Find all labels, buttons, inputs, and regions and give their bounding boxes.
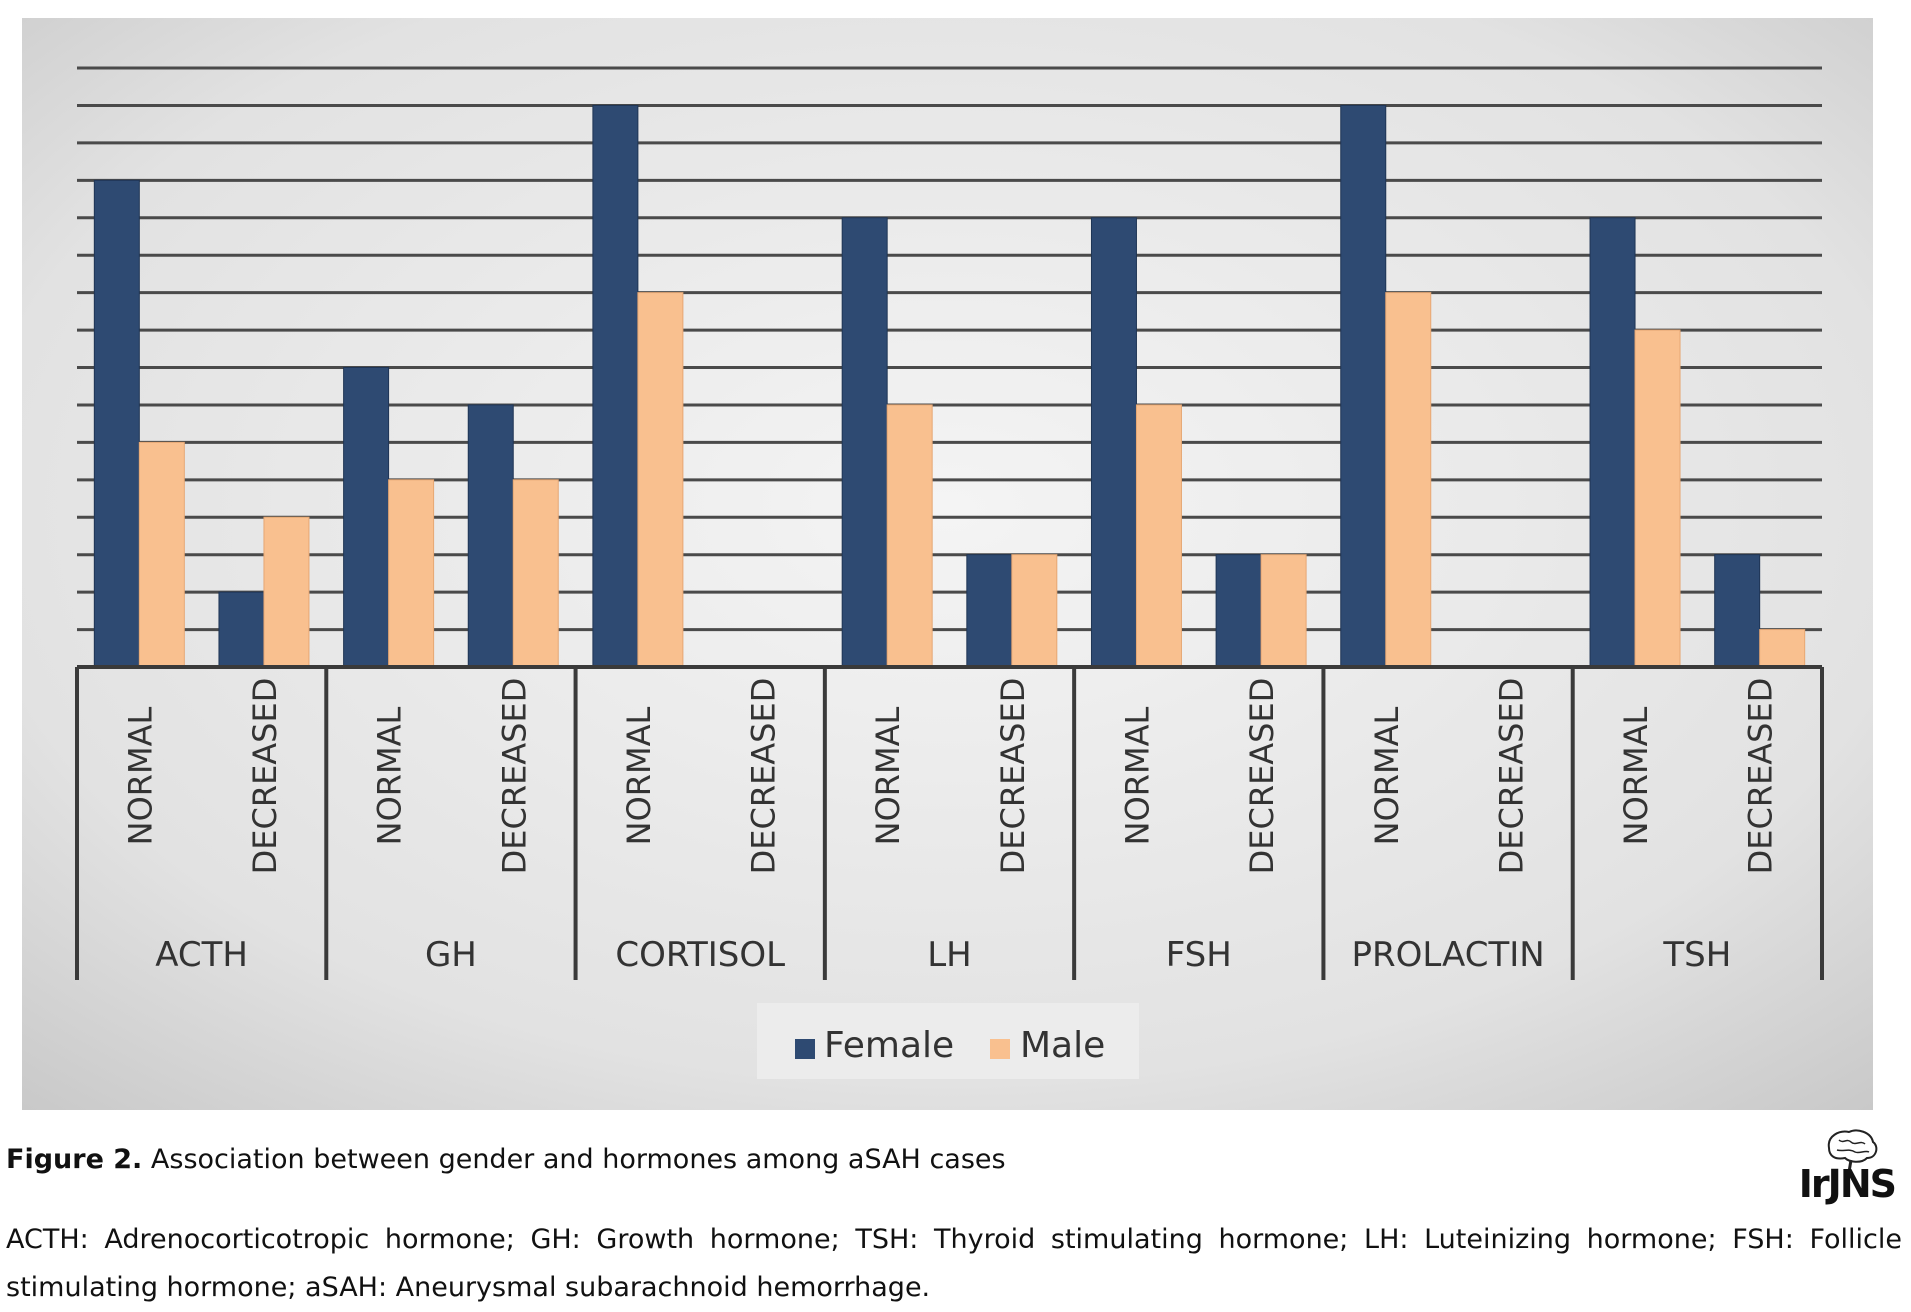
chart-background [22, 18, 1873, 1110]
bar-male-7 [1011, 554, 1058, 668]
bar-male-12 [1634, 329, 1681, 668]
bar-female-10 [1340, 104, 1387, 668]
subcategory-label: DECREASED [495, 678, 533, 875]
group-label: GH [425, 935, 477, 975]
bar-female-8 [1090, 217, 1137, 668]
bar-male-6 [886, 404, 933, 668]
group-label: FSH [1166, 935, 1232, 975]
group-label: TSH [1662, 935, 1731, 975]
subcategory-label: DECREASED [994, 678, 1032, 875]
bar-female-1 [218, 591, 265, 668]
bar-male-10 [1385, 292, 1432, 668]
group-label: PROLACTIN [1351, 935, 1544, 975]
bar-female-2 [343, 367, 390, 668]
bar-male-3 [512, 479, 559, 668]
legend-label-female: Female [824, 1025, 954, 1066]
subcategory-label: NORMAL [1368, 706, 1406, 845]
legend-swatch-female [795, 1039, 815, 1059]
subcategory-label: NORMAL [1617, 706, 1655, 845]
figure-caption: Figure 2. Association between gender and… [6, 1144, 1006, 1175]
bar-female-12 [1589, 217, 1636, 668]
bar-male-9 [1260, 554, 1307, 668]
bar-male-13 [1759, 629, 1806, 668]
figure-label: Figure 2. [6, 1144, 143, 1175]
subcategory-label: NORMAL [869, 706, 907, 845]
legend-label-male: Male [1020, 1025, 1105, 1066]
subcategory-label: DECREASED [246, 678, 284, 875]
bar-male-0 [138, 441, 185, 668]
subcategory-label: DECREASED [1492, 678, 1530, 875]
group-label: CORTISOL [615, 935, 785, 975]
brain-icon [1827, 1129, 1878, 1172]
subcategory-label: NORMAL [620, 706, 658, 845]
subcategory-label: DECREASED [1243, 678, 1281, 875]
journal-logo: IrJNS [1799, 1126, 1903, 1206]
logo-text: IrJNS [1798, 1162, 1897, 1206]
bar-female-9 [1215, 554, 1262, 668]
bar-female-3 [467, 404, 514, 668]
group-label: ACTH [155, 935, 248, 975]
legend-swatch-male [990, 1039, 1010, 1059]
subcategory-label: DECREASED [745, 678, 783, 875]
bar-chart: NORMAL DECREASED NORMAL DECREASED NORMAL DECR… [22, 18, 1873, 1110]
bar-female-6 [841, 217, 888, 668]
subcategory-label: NORMAL [1118, 706, 1156, 845]
subcategory-label: NORMAL [371, 706, 409, 845]
legend-box [757, 1003, 1139, 1079]
chart-panel: NORMAL DECREASED NORMAL DECREASED NORMAL DECR… [22, 18, 1873, 1110]
subcategory-label: DECREASED [1742, 678, 1780, 875]
bar-female-7 [966, 554, 1013, 668]
bar-male-1 [263, 516, 310, 668]
group-label: LH [927, 935, 972, 975]
subcategory-label: NORMAL [121, 706, 159, 845]
figure-footnote: ACTH: Adrenocorticotropic hormone; GH: G… [6, 1224, 1902, 1303]
bar-female-0 [93, 179, 140, 668]
figure-caption-text: Association between gender and hormones … [150, 1144, 1006, 1175]
bar-male-4 [637, 292, 684, 668]
bar-male-2 [388, 479, 435, 668]
bar-male-8 [1135, 404, 1182, 668]
bar-female-13 [1714, 554, 1761, 668]
bar-female-4 [592, 104, 639, 668]
